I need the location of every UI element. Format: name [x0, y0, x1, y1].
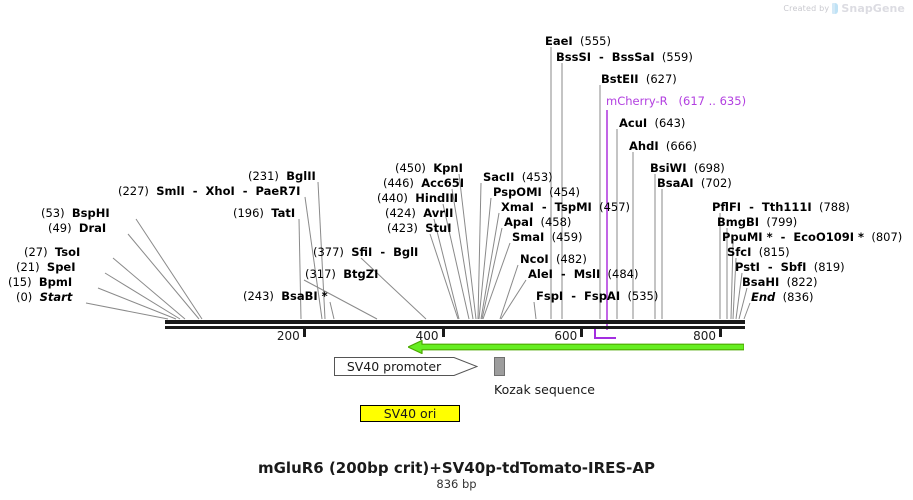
ruler-tick-600	[580, 329, 584, 337]
enzyme-label-bstEII[interactable]: BstEII (627)	[601, 72, 677, 86]
ruler-tick-label-200: 200	[276, 329, 300, 343]
enzyme-label-acc65I[interactable]: (446) Acc65I	[383, 176, 465, 190]
enzyme-label-stuI[interactable]: (423) StuI	[387, 221, 452, 235]
enzyme-label-hindIII[interactable]: (440) HindIII	[377, 191, 459, 205]
enzyme-label-btgZI[interactable]: (317) BtgZI	[305, 267, 379, 281]
enzyme-label-ppuMI[interactable]: PpuMI * - EcoO109I * (807)	[722, 230, 903, 244]
mcherry-r-primer-mark[interactable]	[594, 329, 616, 339]
enzyme-label-aleI[interactable]: AleI - MslI (484)	[528, 267, 639, 281]
ruler-tick-200	[302, 329, 306, 337]
enzyme-label-mCherryR[interactable]: mCherry-R (617 .. 635)	[606, 94, 747, 108]
ruler-tick-800	[719, 329, 723, 337]
enzyme-label-draI[interactable]: (49) DraI	[48, 221, 107, 235]
enzyme-label-pstI[interactable]: PstI - SbfI (819)	[735, 260, 845, 274]
page-title: mGluR6 (200bp crit)+SV40p-tdTomato-IRES-…	[257, 459, 656, 477]
enzyme-label-eaeI[interactable]: EaeI (555)	[545, 34, 611, 48]
enzyme-label-ahdI[interactable]: AhdI (666)	[629, 139, 697, 153]
ruler-tick-label-400: 400	[415, 329, 439, 343]
sequence-ruler	[165, 320, 745, 329]
enzyme-label-bspHI[interactable]: (53) BspHI	[41, 206, 110, 220]
enzyme-label-sfiI[interactable]: (377) SfiI - BglI	[313, 245, 419, 259]
enzyme-label-bsaAI[interactable]: BsaAI (702)	[657, 176, 732, 190]
enzyme-label-apaI[interactable]: ApaI (458)	[504, 215, 572, 229]
enzyme-label-pflFI[interactable]: PflFI - Tth111I (788)	[712, 200, 850, 214]
enzyme-label-start[interactable]: (0) Start	[16, 290, 73, 304]
enzyme-label-bglII[interactable]: (231) BglII	[248, 169, 316, 183]
feature-sv40-ori[interactable]: SV40 ori	[360, 405, 460, 422]
watermark-prefix: Created by	[783, 4, 830, 13]
ruler-bar-top	[165, 320, 745, 324]
snapgene-watermark: Created by SnapGene	[783, 2, 905, 15]
enzyme-label-bsaBI[interactable]: (243) BsaBI *	[243, 289, 328, 303]
enzyme-label-sfcI[interactable]: SfcI (815)	[727, 245, 790, 259]
enzyme-label-bsaHI[interactable]: BsaHI (822)	[742, 275, 818, 289]
enzyme-label-sacII[interactable]: SacII (453)	[483, 170, 553, 184]
feature-kozak-sequence[interactable]	[494, 357, 505, 376]
snapgene-logo-icon	[832, 3, 839, 14]
enzyme-label-fspI[interactable]: FspI - FspAI (535)	[536, 289, 659, 303]
ruler-bar-bottom	[165, 326, 745, 329]
feature-sv40-ori-label: SV40 ori	[383, 406, 437, 421]
enzyme-label-bssSI[interactable]: BssSI - BssSaI (559)	[556, 50, 693, 64]
enzyme-label-tatI[interactable]: (196) TatI	[233, 206, 296, 220]
enzyme-label-bsiWI[interactable]: BsiWI (698)	[650, 161, 725, 175]
enzyme-label-bpmI[interactable]: (15) BpmI	[8, 275, 73, 289]
orf-arrow-feature[interactable]	[408, 340, 744, 354]
ruler-tick-400	[441, 329, 445, 337]
enzyme-label-kpnI[interactable]: (450) KpnI	[395, 161, 463, 175]
enzyme-label-end[interactable]: End (836)	[751, 290, 814, 304]
enzyme-label-smlI[interactable]: (227) SmlI - XhoI - PaeR7I	[118, 184, 301, 198]
enzyme-label-avrII[interactable]: (424) AvrII	[385, 206, 454, 220]
enzyme-label-smaI[interactable]: SmaI (459)	[512, 230, 583, 244]
watermark-brand: SnapGene	[841, 2, 905, 15]
enzyme-label-ncoI[interactable]: NcoI (482)	[520, 252, 587, 266]
feature-kozak-sequence-label: Kozak sequence	[494, 382, 595, 397]
feature-sv40-promoter-label: SV40 promoter	[346, 359, 442, 374]
ruler-tick-label-600: 600	[554, 329, 578, 343]
enzyme-label-pspOMI[interactable]: PspOMI (454)	[493, 185, 581, 199]
sv40-promoter-arrow-shape	[334, 357, 479, 376]
feature-sv40-promoter[interactable]: SV40 promoter	[334, 357, 479, 376]
enzyme-label-speI[interactable]: (21) SpeI	[16, 260, 76, 274]
enzyme-label-acuI[interactable]: AcuI (643)	[619, 116, 686, 130]
ruler-tick-label-800: 800	[693, 329, 717, 343]
page-subtitle: 836 bp	[436, 477, 477, 491]
enzyme-label-tsoI[interactable]: (27) TsoI	[24, 245, 81, 259]
enzyme-label-bmgBI[interactable]: BmgBI (799)	[717, 215, 798, 229]
primer-mark-bar	[594, 337, 616, 339]
primer-mark-stem	[594, 329, 596, 339]
enzyme-label-xmaI[interactable]: XmaI - TspMI (457)	[501, 200, 631, 214]
